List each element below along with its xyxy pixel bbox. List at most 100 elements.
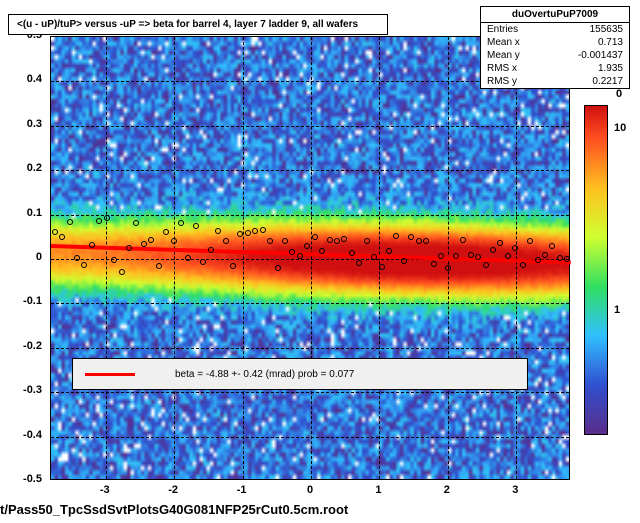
data-marker: [416, 238, 422, 244]
colorbar-tick: 1: [614, 304, 620, 316]
data-marker: [282, 238, 288, 244]
data-marker: [334, 238, 340, 244]
stats-row: Mean y -0.001437: [481, 49, 629, 62]
data-marker: [349, 250, 355, 256]
data-marker: [490, 247, 496, 253]
data-marker: [312, 234, 318, 240]
data-marker: [297, 253, 303, 259]
data-marker: [185, 255, 191, 261]
data-marker: [111, 257, 117, 263]
stats-row: Entries 155635: [481, 23, 629, 36]
plot-title-text: <(u - uP)/tuP> versus -uP => beta for ba…: [17, 19, 358, 30]
data-marker: [557, 255, 563, 261]
data-marker: [386, 248, 392, 254]
data-marker: [438, 253, 444, 259]
data-marker: [141, 241, 147, 247]
stats-label: Mean y: [487, 50, 520, 61]
data-marker: [119, 269, 125, 275]
x-tick-label: -2: [168, 484, 178, 496]
grid-line-h: [51, 170, 569, 171]
data-marker: [445, 265, 451, 271]
data-marker: [393, 233, 399, 239]
x-tick-label: 3: [512, 484, 518, 496]
stats-box: duOvertuPuP7009 Entries 155635Mean x0.713…: [480, 6, 630, 89]
stats-row: RMS y 0.2217: [481, 75, 629, 88]
grid-line-h: [51, 303, 569, 304]
stats-value: 0.2217: [592, 76, 623, 87]
grid-line-h: [51, 437, 569, 438]
colorbar-end-label: 0: [616, 88, 622, 100]
data-marker: [245, 230, 251, 236]
data-marker: [520, 262, 526, 268]
x-tick-label: 0: [307, 484, 313, 496]
data-marker: [133, 220, 139, 226]
data-marker: [341, 236, 347, 242]
data-marker: [89, 242, 95, 248]
data-marker: [230, 263, 236, 269]
grid-line-h: [51, 348, 569, 349]
grid-line-h: [51, 392, 569, 393]
data-marker: [252, 228, 258, 234]
data-marker: [96, 218, 102, 224]
data-marker: [148, 237, 154, 243]
data-marker: [52, 229, 58, 235]
stats-value: 1.935: [598, 63, 623, 74]
grid-line-v: [174, 37, 175, 479]
stats-value: 155635: [590, 24, 623, 35]
data-marker: [542, 252, 548, 258]
data-marker: [408, 234, 414, 240]
data-marker: [126, 245, 132, 251]
colorbar-tick: 10: [614, 122, 626, 134]
data-marker: [379, 264, 385, 270]
data-marker: [67, 219, 73, 225]
data-marker: [267, 238, 273, 244]
data-marker: [163, 229, 169, 235]
stats-label: RMS x: [487, 63, 517, 74]
x-tick-label: 1: [375, 484, 381, 496]
x-tick-label: 2: [444, 484, 450, 496]
data-marker: [453, 253, 459, 259]
stats-row: Mean x0.713: [481, 36, 629, 49]
colorbar: [584, 105, 608, 435]
data-marker: [74, 255, 80, 261]
data-marker: [275, 265, 281, 271]
stats-row: RMS x 1.935: [481, 62, 629, 75]
grid-line-v: [106, 37, 107, 479]
fit-legend-text: beta = -4.88 +- 0.42 (mrad) prob = 0.077: [175, 369, 354, 380]
data-marker: [460, 237, 466, 243]
plot-title-box: <(u - uP)/tuP> versus -uP => beta for ba…: [8, 14, 388, 35]
data-marker: [200, 259, 206, 265]
data-marker: [505, 253, 511, 259]
x-tick-label: -1: [237, 484, 247, 496]
stats-label: Entries: [487, 24, 518, 35]
data-marker: [475, 254, 481, 260]
data-marker: [260, 227, 266, 233]
data-marker: [549, 243, 555, 249]
data-marker: [431, 261, 437, 267]
grid-line-v: [243, 37, 244, 479]
data-marker: [171, 238, 177, 244]
stats-label: RMS y: [487, 76, 517, 87]
data-marker: [178, 220, 184, 226]
data-marker: [193, 223, 199, 229]
data-marker: [215, 228, 221, 234]
data-marker: [535, 257, 541, 263]
data-marker: [304, 243, 310, 249]
footer-filepath: t/Pass50_TpcSsdSvtPlotsG40G081NFP25rCut0…: [0, 502, 348, 517]
grid-line-v: [311, 37, 312, 479]
data-marker: [483, 262, 489, 268]
data-marker: [423, 238, 429, 244]
data-marker: [223, 238, 229, 244]
data-marker: [401, 258, 407, 264]
data-marker: [527, 238, 533, 244]
fit-legend-box: beta = -4.88 +- 0.42 (mrad) prob = 0.077: [72, 358, 528, 390]
fit-line-sample: [85, 373, 135, 376]
data-marker: [289, 249, 295, 255]
data-marker: [104, 215, 110, 221]
data-marker: [156, 263, 162, 269]
data-marker: [371, 254, 377, 260]
data-marker: [237, 231, 243, 237]
stats-name: duOvertuPuP7009: [481, 7, 629, 23]
stats-value: -0.001437: [578, 50, 623, 61]
stats-value: 0.713: [598, 37, 623, 48]
